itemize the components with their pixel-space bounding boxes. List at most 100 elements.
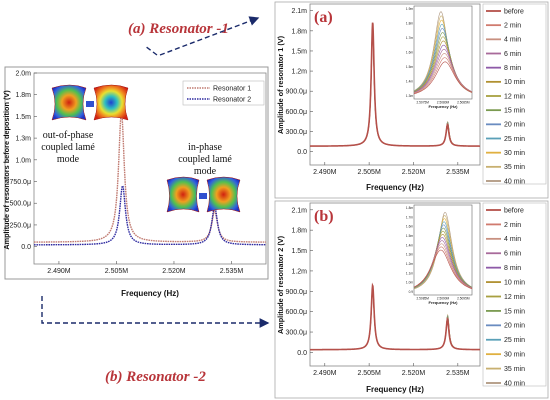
panel-a-xlabel: Frequency (Hz) xyxy=(366,183,424,192)
legend-entry: 35 min xyxy=(504,366,525,373)
ytick-label: 2.1m xyxy=(291,8,307,15)
inset-ytick-label: 1.3m xyxy=(406,94,413,98)
legend-entry: 12 min xyxy=(504,93,525,100)
title-resonator-2: (b) Resonator -2 xyxy=(105,369,206,385)
legend-entry: 25 min xyxy=(504,337,525,344)
xtick-label: 2.535M xyxy=(446,370,470,377)
xtick-label: 2.505M xyxy=(105,268,129,275)
legend-entry: before xyxy=(504,8,524,15)
xtick-label: 2.490M xyxy=(47,268,71,275)
legend-entry: 4 min xyxy=(504,236,521,243)
inset-xtick-label: 2.5080M xyxy=(437,101,450,105)
ytick-label: 750.0μ xyxy=(9,179,31,186)
ytick-label: 0.0 xyxy=(297,350,307,357)
panel-a-ylabel: Amplitude of resonator 1 (V) xyxy=(276,35,285,134)
inset-ytick-label: 1.0m xyxy=(406,281,413,285)
inset-ytick-label: 1.3m xyxy=(406,253,413,257)
legend-entry: 30 min xyxy=(504,352,525,359)
xtick-label: 2.535M xyxy=(446,169,470,176)
main-chart: 2.490M 2.505M 2.520M 2.535M 0.0 250.0μ 500.0μ 7… xyxy=(2,66,269,298)
main-ylabel: Amplitude of resonators before depositio… xyxy=(2,90,11,250)
inset-xtick-label: 2.5095M xyxy=(457,297,470,301)
legend-entry: 35 min xyxy=(504,164,525,171)
annot-in-phase-1: in-phase xyxy=(188,142,222,153)
ytick-label: 1.5m xyxy=(291,248,307,255)
inset-ytick-label: 1.9m xyxy=(406,7,413,11)
inset-ytick-label: 1.4m xyxy=(406,80,413,84)
mode-shape-out-of-phase xyxy=(51,84,129,121)
inset-ytick-label: 1.2m xyxy=(406,262,413,266)
annot-in-phase-2: coupled lamé xyxy=(178,154,232,165)
arrow-to-panel-a xyxy=(159,16,260,56)
inset-ytick-label: 1.5m xyxy=(406,65,413,69)
legend-entry: 4 min xyxy=(504,37,521,44)
inset-xtick-label: 2.5085M xyxy=(416,297,429,301)
xtick-label: 2.520M xyxy=(162,268,186,275)
inset-ytick-label: 0.9 xyxy=(409,290,414,294)
ytick-label: 1.8m xyxy=(291,28,307,35)
legend-entry: 2 min xyxy=(504,23,521,30)
panel-a-inset: 2.5075M 2.5080M 2.5085M 1.3m 1.4m 1.5m 1.6m 1.7… xyxy=(406,5,473,109)
inset-xtick-label: 2.5085M xyxy=(457,101,470,105)
main-legend: Resonator 1 Resonator 2 xyxy=(182,80,265,106)
panel-series-line xyxy=(310,282,480,351)
xtick-label: 2.520M xyxy=(402,370,426,377)
ytick-label: 1.2m xyxy=(291,69,307,76)
annot-out-phase-1: out-of-phase xyxy=(43,130,94,141)
ytick-label: 2.1m xyxy=(291,207,307,214)
inset-ytick-label: 1.8m xyxy=(406,22,413,26)
inset-xlabel: Frequency (Hz) xyxy=(429,104,459,109)
ytick-label: 2.0m xyxy=(15,71,31,78)
xtick-label: 2.535M xyxy=(220,268,244,275)
arrow-to-panel-b xyxy=(41,296,270,328)
inset-ytick-label: 1.7m xyxy=(406,36,413,40)
main-series-line-1 xyxy=(34,111,266,243)
legend-entry: 30 min xyxy=(504,150,525,157)
inset-ytick-label: 1.4m xyxy=(406,243,413,247)
xtick-label: 2.520M xyxy=(402,169,426,176)
annot-out-phase-3: mode xyxy=(57,154,80,165)
ytick-label: 0.0 xyxy=(21,244,31,251)
panel-b-xlabel: Frequency (Hz) xyxy=(366,385,424,394)
annot-in-phase-3: mode xyxy=(194,166,217,177)
xtick-label: 2.490M xyxy=(313,370,337,377)
inset-series-line xyxy=(413,53,473,94)
inset-xtick-label: 2.5075M xyxy=(416,101,429,105)
ytick-label: 500.0μ xyxy=(9,201,31,208)
inset-xlabel: Frequency (Hz) xyxy=(429,300,459,305)
xtick-label: 2.505M xyxy=(357,169,381,176)
panel-legend-box xyxy=(482,202,547,387)
panel-b-legend: before 2 min 4 min 6 min 8 min 10 min 12 min 15… xyxy=(482,202,547,387)
ytick-label: 600.0μ xyxy=(285,309,307,316)
inset-ytick-label: 1.6m xyxy=(406,225,413,229)
ytick-label: 1.8m xyxy=(15,92,31,99)
legend-entry: 40 min xyxy=(504,380,525,387)
ytick-label: 250.0μ xyxy=(9,222,31,229)
inset-series-line xyxy=(413,61,473,95)
legend-entry: before xyxy=(504,207,524,214)
inset-ytick-label: 1.8m xyxy=(406,206,413,210)
legend-entry: 6 min xyxy=(504,51,521,58)
ytick-label: 1.5m xyxy=(15,114,31,121)
legend-entry: 6 min xyxy=(504,251,521,258)
panel-a-tag: (a) xyxy=(314,9,333,26)
legend-entry: 2 min xyxy=(504,222,521,229)
ytick-label: 900.0μ xyxy=(285,89,307,96)
inset-ytick-label: 1.6m xyxy=(406,51,413,55)
legend-entry: 10 min xyxy=(504,79,525,86)
panel-b-chart: 2.490M 2.505M 2.520M 2.535M 0.0 300.0μ 600.0μ 9… xyxy=(274,200,549,399)
legend-entry: 8 min xyxy=(504,265,521,272)
ytick-label: 300.0μ xyxy=(285,129,307,136)
legend-entry: 12 min xyxy=(504,294,525,301)
ytick-label: 0.0 xyxy=(297,149,307,156)
arrow-top-stub xyxy=(144,45,158,56)
xtick-label: 2.490M xyxy=(313,169,337,176)
legend-entry: 10 min xyxy=(504,279,525,286)
legend-entry: 8 min xyxy=(504,65,521,72)
annot-out-phase-2: coupled lamé xyxy=(41,142,95,153)
panel-b-inset: 2.5085M 2.5090M 2.5095M 0.9 1.0m 1.1m 1.2m 1.3m… xyxy=(406,204,473,305)
inset-xtick-label: 2.5090M xyxy=(437,297,450,301)
legend-entry: 15 min xyxy=(504,108,525,115)
xtick-label: 2.505M xyxy=(357,370,381,377)
